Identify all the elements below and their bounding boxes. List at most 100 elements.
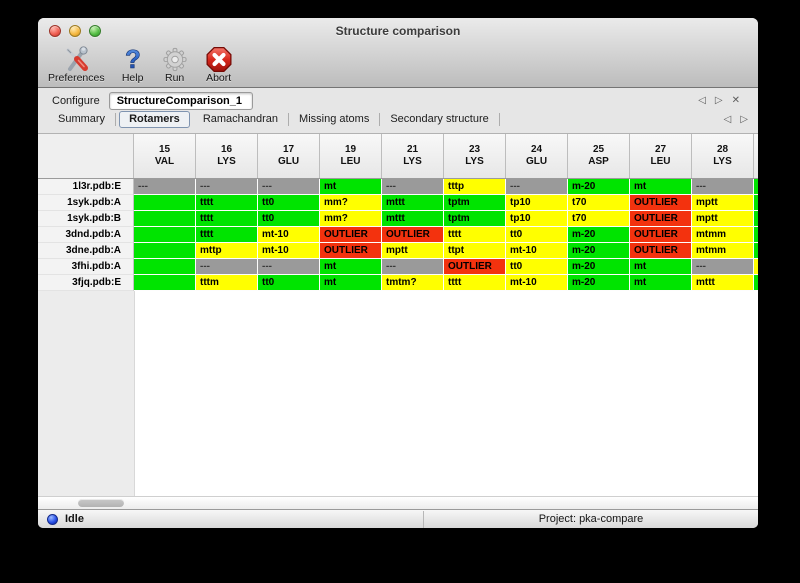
rotamer-cell[interactable]: mt-10: [506, 275, 568, 291]
rotamer-cell[interactable]: OUTLIER: [320, 243, 382, 259]
rotamer-cell[interactable]: ---: [258, 259, 320, 275]
rotamer-cell[interactable]: ---: [382, 179, 444, 195]
tab-secondary-structure[interactable]: Secondary structure: [380, 113, 500, 126]
rotamer-cell[interactable]: [134, 211, 196, 227]
rotamer-cell[interactable]: mt: [320, 275, 382, 291]
zoom-window-button[interactable]: [89, 25, 101, 37]
rotamer-cell[interactable]: ---: [196, 179, 258, 195]
column-header[interactable]: 19 LEU: [320, 134, 382, 178]
rotamer-cell[interactable]: tmtm?: [382, 275, 444, 291]
column-header[interactable]: 24 GLU: [506, 134, 568, 178]
rotamer-cell[interactable]: mt-10: [258, 243, 320, 259]
rotamer-cell[interactable]: mtmm: [692, 243, 754, 259]
abort-button[interactable]: Abort: [205, 46, 233, 84]
column-header[interactable]: 15 VAL: [134, 134, 196, 178]
column-header[interactable]: 21 LYS: [382, 134, 444, 178]
rotamer-cell[interactable]: mptt: [692, 195, 754, 211]
rotamer-cell[interactable]: ---: [692, 179, 754, 195]
title-bar[interactable]: Structure comparison: [38, 18, 758, 44]
column-header[interactable]: 25 ASP: [568, 134, 630, 178]
rotamer-cell[interactable]: t70: [568, 195, 630, 211]
rotamer-cell[interactable]: mptt: [692, 211, 754, 227]
rotamer-cell[interactable]: tttt: [444, 227, 506, 243]
rotamer-cell[interactable]: tptm: [444, 211, 506, 227]
tab-missing-atoms[interactable]: Missing atoms: [289, 113, 381, 126]
configuration-name-field[interactable]: [108, 91, 253, 110]
rotamer-cell[interactable]: m-20: [568, 243, 630, 259]
column-header[interactable]: 28 LYS: [692, 134, 754, 178]
rotamer-cell[interactable]: OUTLIER: [320, 227, 382, 243]
rotamer-cell[interactable]: ---: [506, 179, 568, 195]
minimize-window-button[interactable]: [69, 25, 81, 37]
rotamer-cell[interactable]: tt0: [258, 275, 320, 291]
row-label[interactable]: 3fjq.pdb:E: [38, 275, 134, 291]
rotamer-cell[interactable]: mttt: [692, 275, 754, 291]
next-configuration-icon[interactable]: ▷: [714, 95, 723, 106]
rotamer-cell[interactable]: ttpt: [444, 243, 506, 259]
rotamer-cell[interactable]: [134, 243, 196, 259]
rotamer-cell[interactable]: mt: [320, 259, 382, 275]
rotamer-cell[interactable]: mt: [630, 275, 692, 291]
column-header[interactable]: 17 GLU: [258, 134, 320, 178]
run-button[interactable]: Run: [161, 46, 189, 84]
prev-configuration-icon[interactable]: ◁: [698, 95, 706, 106]
row-label[interactable]: 3dnd.pdb:A: [38, 227, 134, 243]
row-label[interactable]: 1l3r.pdb:E: [38, 179, 134, 195]
rotamer-cell[interactable]: mttt: [382, 195, 444, 211]
rotamer-cell[interactable]: OUTLIER: [444, 259, 506, 275]
rotamer-cell[interactable]: mm?: [320, 211, 382, 227]
rotamer-cell[interactable]: tt0: [258, 211, 320, 227]
rotamer-cell[interactable]: mt: [320, 179, 382, 195]
rotamer-cell[interactable]: mt: [630, 259, 692, 275]
rotamer-cell[interactable]: tp10: [506, 211, 568, 227]
rotamer-cell[interactable]: tptm: [444, 195, 506, 211]
rotamer-cell[interactable]: OUTLIER: [630, 195, 692, 211]
tab-summary[interactable]: Summary: [48, 113, 117, 126]
close-configuration-icon[interactable]: ✕: [731, 95, 740, 106]
column-header[interactable]: 16 LYS: [196, 134, 258, 178]
row-label[interactable]: 3fhi.pdb:A: [38, 259, 134, 275]
rotamer-cell[interactable]: tt0: [506, 259, 568, 275]
rotamer-cell[interactable]: mt-10: [258, 227, 320, 243]
horizontal-scrollbar[interactable]: [38, 496, 758, 509]
rotamer-cell[interactable]: tp10: [506, 195, 568, 211]
help-button[interactable]: ? Help: [121, 46, 145, 84]
rotamer-cell[interactable]: t70: [568, 211, 630, 227]
rotamer-cell[interactable]: [134, 275, 196, 291]
column-header[interactable]: 27 LEU: [630, 134, 692, 178]
preferences-button[interactable]: Preferences: [48, 46, 105, 84]
row-label[interactable]: 1syk.pdb:B: [38, 211, 134, 227]
rotamer-cell[interactable]: m-20: [568, 227, 630, 243]
row-label[interactable]: 1syk.pdb:A: [38, 195, 134, 211]
column-header[interactable]: 23 LYS: [444, 134, 506, 178]
tab-ramachandran[interactable]: Ramachandran: [193, 113, 290, 126]
tab-rotamers[interactable]: Rotamers: [119, 111, 190, 128]
rotamer-cell[interactable]: tttt: [444, 275, 506, 291]
rotamer-cell[interactable]: mttp: [196, 243, 258, 259]
rotamer-cell[interactable]: tt0: [506, 227, 568, 243]
rotamer-cell[interactable]: [134, 227, 196, 243]
rotamer-cell[interactable]: mtmm: [692, 227, 754, 243]
rotamer-cell[interactable]: m-20: [568, 259, 630, 275]
rotamer-cell[interactable]: tttt: [196, 211, 258, 227]
rotamer-cell[interactable]: ---: [134, 179, 196, 195]
rotamer-cell[interactable]: OUTLIER: [382, 227, 444, 243]
rotamer-cell[interactable]: ---: [258, 179, 320, 195]
rotamer-cell[interactable]: mttt: [382, 211, 444, 227]
rotamer-cell[interactable]: tttm: [196, 275, 258, 291]
rotamer-cell[interactable]: OUTLIER: [630, 211, 692, 227]
rotamer-cell[interactable]: mt-10: [506, 243, 568, 259]
rotamer-cell[interactable]: mt: [630, 179, 692, 195]
rotamer-cell[interactable]: mm?: [320, 195, 382, 211]
rotamer-cell[interactable]: ---: [196, 259, 258, 275]
rotamer-cell[interactable]: mptt: [382, 243, 444, 259]
tab-scroll-right-icon[interactable]: ▷: [740, 114, 748, 125]
rotamer-cell[interactable]: ---: [692, 259, 754, 275]
tab-scroll-left-icon[interactable]: ◁: [723, 114, 732, 125]
rotamer-cell[interactable]: tttt: [196, 227, 258, 243]
rotamer-cell[interactable]: OUTLIER: [630, 243, 692, 259]
close-window-button[interactable]: [49, 25, 61, 37]
rotamer-cell[interactable]: m-20: [568, 275, 630, 291]
rotamer-cell[interactable]: m-20: [568, 179, 630, 195]
rotamer-cell[interactable]: ---: [382, 259, 444, 275]
